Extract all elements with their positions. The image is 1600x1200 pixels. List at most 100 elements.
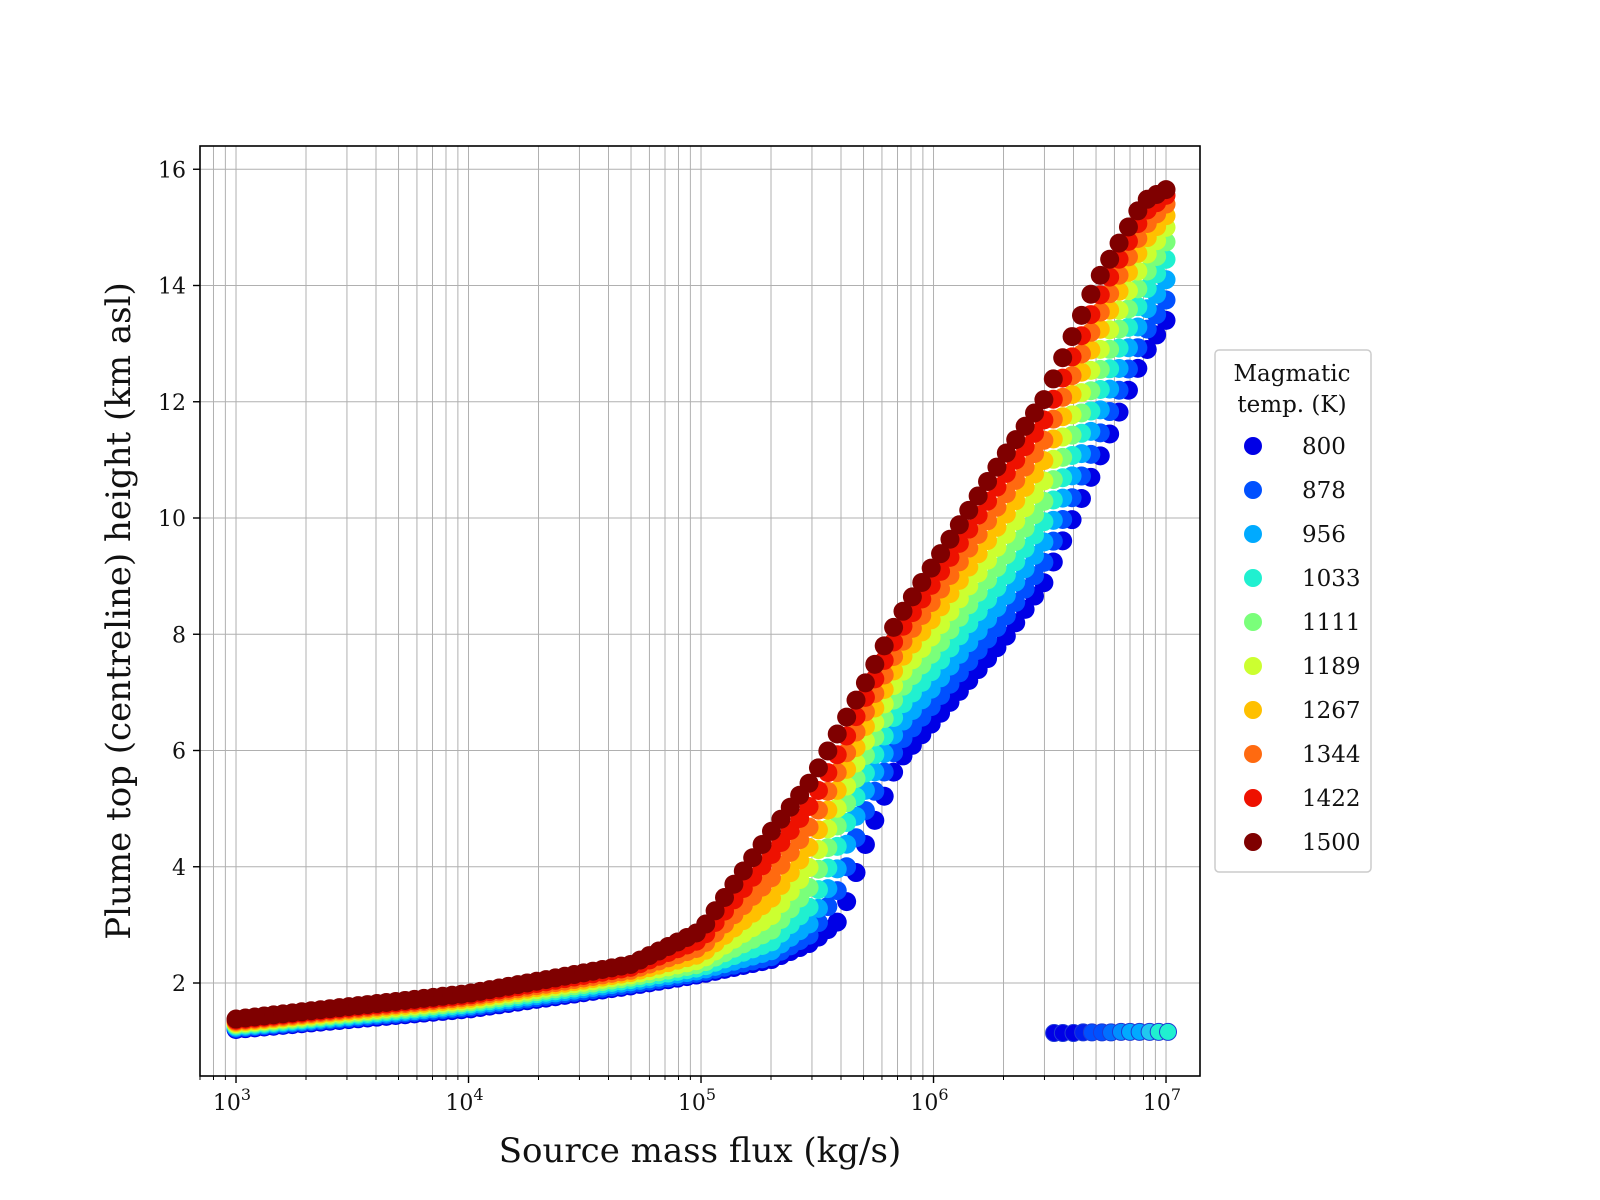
- x-tick-label: 105: [678, 1085, 716, 1116]
- data-point: [884, 617, 904, 637]
- legend-title-line-2: temp. (K): [1237, 392, 1346, 418]
- y-tick-labels: 2 4 6 8 10 12 14 16: [158, 158, 186, 997]
- data-point: [1100, 249, 1120, 269]
- plot-frame: [199, 145, 1201, 1077]
- legend-label: 956: [1302, 522, 1346, 548]
- legend-title-line-1: Magmatic: [1234, 361, 1351, 387]
- data-point: [921, 558, 941, 578]
- grid-lines: [199, 146, 1200, 1076]
- data-point: [1006, 430, 1026, 450]
- y-tick-label: 12: [158, 391, 186, 416]
- anomalous-point: [1159, 1022, 1178, 1041]
- data-point: [968, 486, 988, 506]
- legend-label: 1189: [1302, 654, 1361, 680]
- y-tick-label: 4: [172, 856, 186, 881]
- legend-marker: [1244, 701, 1262, 719]
- data-point: [855, 673, 875, 693]
- legend-label: 1500: [1302, 830, 1361, 856]
- legend-label: 1033: [1302, 566, 1361, 592]
- data-point: [808, 758, 828, 778]
- data-point: [827, 724, 847, 744]
- y-axis-title: Plume top (centreline) height (km asl): [99, 282, 139, 940]
- legend-marker: [1244, 437, 1262, 455]
- legend-item-1033: 1033: [1244, 566, 1361, 592]
- data-point: [949, 515, 969, 535]
- data-point: [715, 888, 735, 908]
- x-tick-label: 106: [910, 1085, 948, 1116]
- legend-marker: [1244, 789, 1262, 807]
- legend-marker: [1244, 833, 1262, 851]
- legend-marker: [1244, 613, 1262, 631]
- data-point: [1062, 327, 1082, 347]
- y-tick-label: 2: [172, 972, 186, 997]
- data-point: [996, 443, 1016, 463]
- data-point: [1071, 305, 1091, 325]
- data-point: [987, 457, 1007, 477]
- legend-label: 1422: [1302, 786, 1361, 812]
- legend-marker: [1244, 745, 1262, 763]
- data-point: [733, 861, 753, 881]
- legend-item-1189: 1189: [1244, 654, 1361, 680]
- legend-item-800: 800: [1244, 434, 1346, 460]
- legend-items: 800 878 956 1033 1111 1189 1267 1344 1422 1500: [1244, 434, 1361, 856]
- legend-item-1111: 1111: [1244, 610, 1361, 636]
- series-1500: [226, 180, 1176, 1029]
- data-point: [1090, 265, 1110, 285]
- data-points: [226, 180, 1178, 1042]
- data-point: [978, 472, 998, 492]
- data-point: [893, 601, 913, 621]
- legend-item-878: 878: [1244, 478, 1346, 504]
- legend-label: 1344: [1302, 742, 1361, 768]
- data-point: [724, 874, 744, 894]
- anomalous-points: [1045, 1022, 1178, 1042]
- y-tick-label: 16: [158, 158, 186, 183]
- x-tick-labels: 103 104 105 106 107: [213, 1085, 1181, 1116]
- data-point: [1081, 284, 1101, 304]
- data-point: [846, 690, 866, 710]
- legend-item-1267: 1267: [1244, 698, 1361, 724]
- data-point: [752, 834, 772, 854]
- data-point: [959, 500, 979, 520]
- data-point: [799, 773, 819, 793]
- data-point: [696, 914, 716, 934]
- x-axis-title: Source mass flux (kg/s): [499, 1131, 901, 1171]
- data-point: [1025, 403, 1045, 423]
- legend-item-1422: 1422: [1244, 786, 1361, 812]
- legend: Magmatic temp. (K) 800 878 956 1033 1111 1189…: [1214, 349, 1372, 873]
- x-tick-label: 103: [213, 1085, 251, 1116]
- x-tick-label: 104: [445, 1085, 483, 1116]
- data-point: [874, 636, 894, 656]
- data-point: [912, 573, 932, 592]
- data-point: [827, 912, 847, 932]
- x-tick-label: 107: [1143, 1085, 1181, 1116]
- data-point: [1015, 416, 1035, 436]
- data-point: [1034, 390, 1054, 410]
- legend-label: 1111: [1302, 610, 1361, 636]
- data-point: [743, 848, 763, 868]
- legend-marker: [1244, 569, 1262, 587]
- data-point: [940, 529, 960, 549]
- data-point: [931, 544, 951, 564]
- data-point: [1043, 369, 1063, 389]
- data-point: [818, 741, 838, 761]
- data-point: [837, 707, 857, 727]
- legend-item-1500: 1500: [1244, 830, 1361, 856]
- data-point: [1156, 180, 1176, 200]
- data-point: [1053, 348, 1073, 368]
- data-point: [705, 901, 725, 921]
- legend-frame: [1214, 349, 1372, 873]
- data-point: [902, 587, 922, 607]
- legend-label: 1267: [1302, 698, 1361, 724]
- data-point: [865, 654, 885, 674]
- legend-item-956: 956: [1244, 522, 1346, 548]
- legend-marker: [1244, 481, 1262, 499]
- data-point: [1109, 233, 1129, 253]
- legend-label: 878: [1302, 478, 1346, 504]
- legend-marker: [1244, 657, 1262, 675]
- data-point: [1118, 217, 1138, 237]
- y-tick-label: 14: [158, 275, 186, 300]
- y-tick-label: 8: [172, 623, 186, 648]
- legend-label: 800: [1302, 434, 1346, 460]
- y-tick-label: 10: [158, 507, 186, 532]
